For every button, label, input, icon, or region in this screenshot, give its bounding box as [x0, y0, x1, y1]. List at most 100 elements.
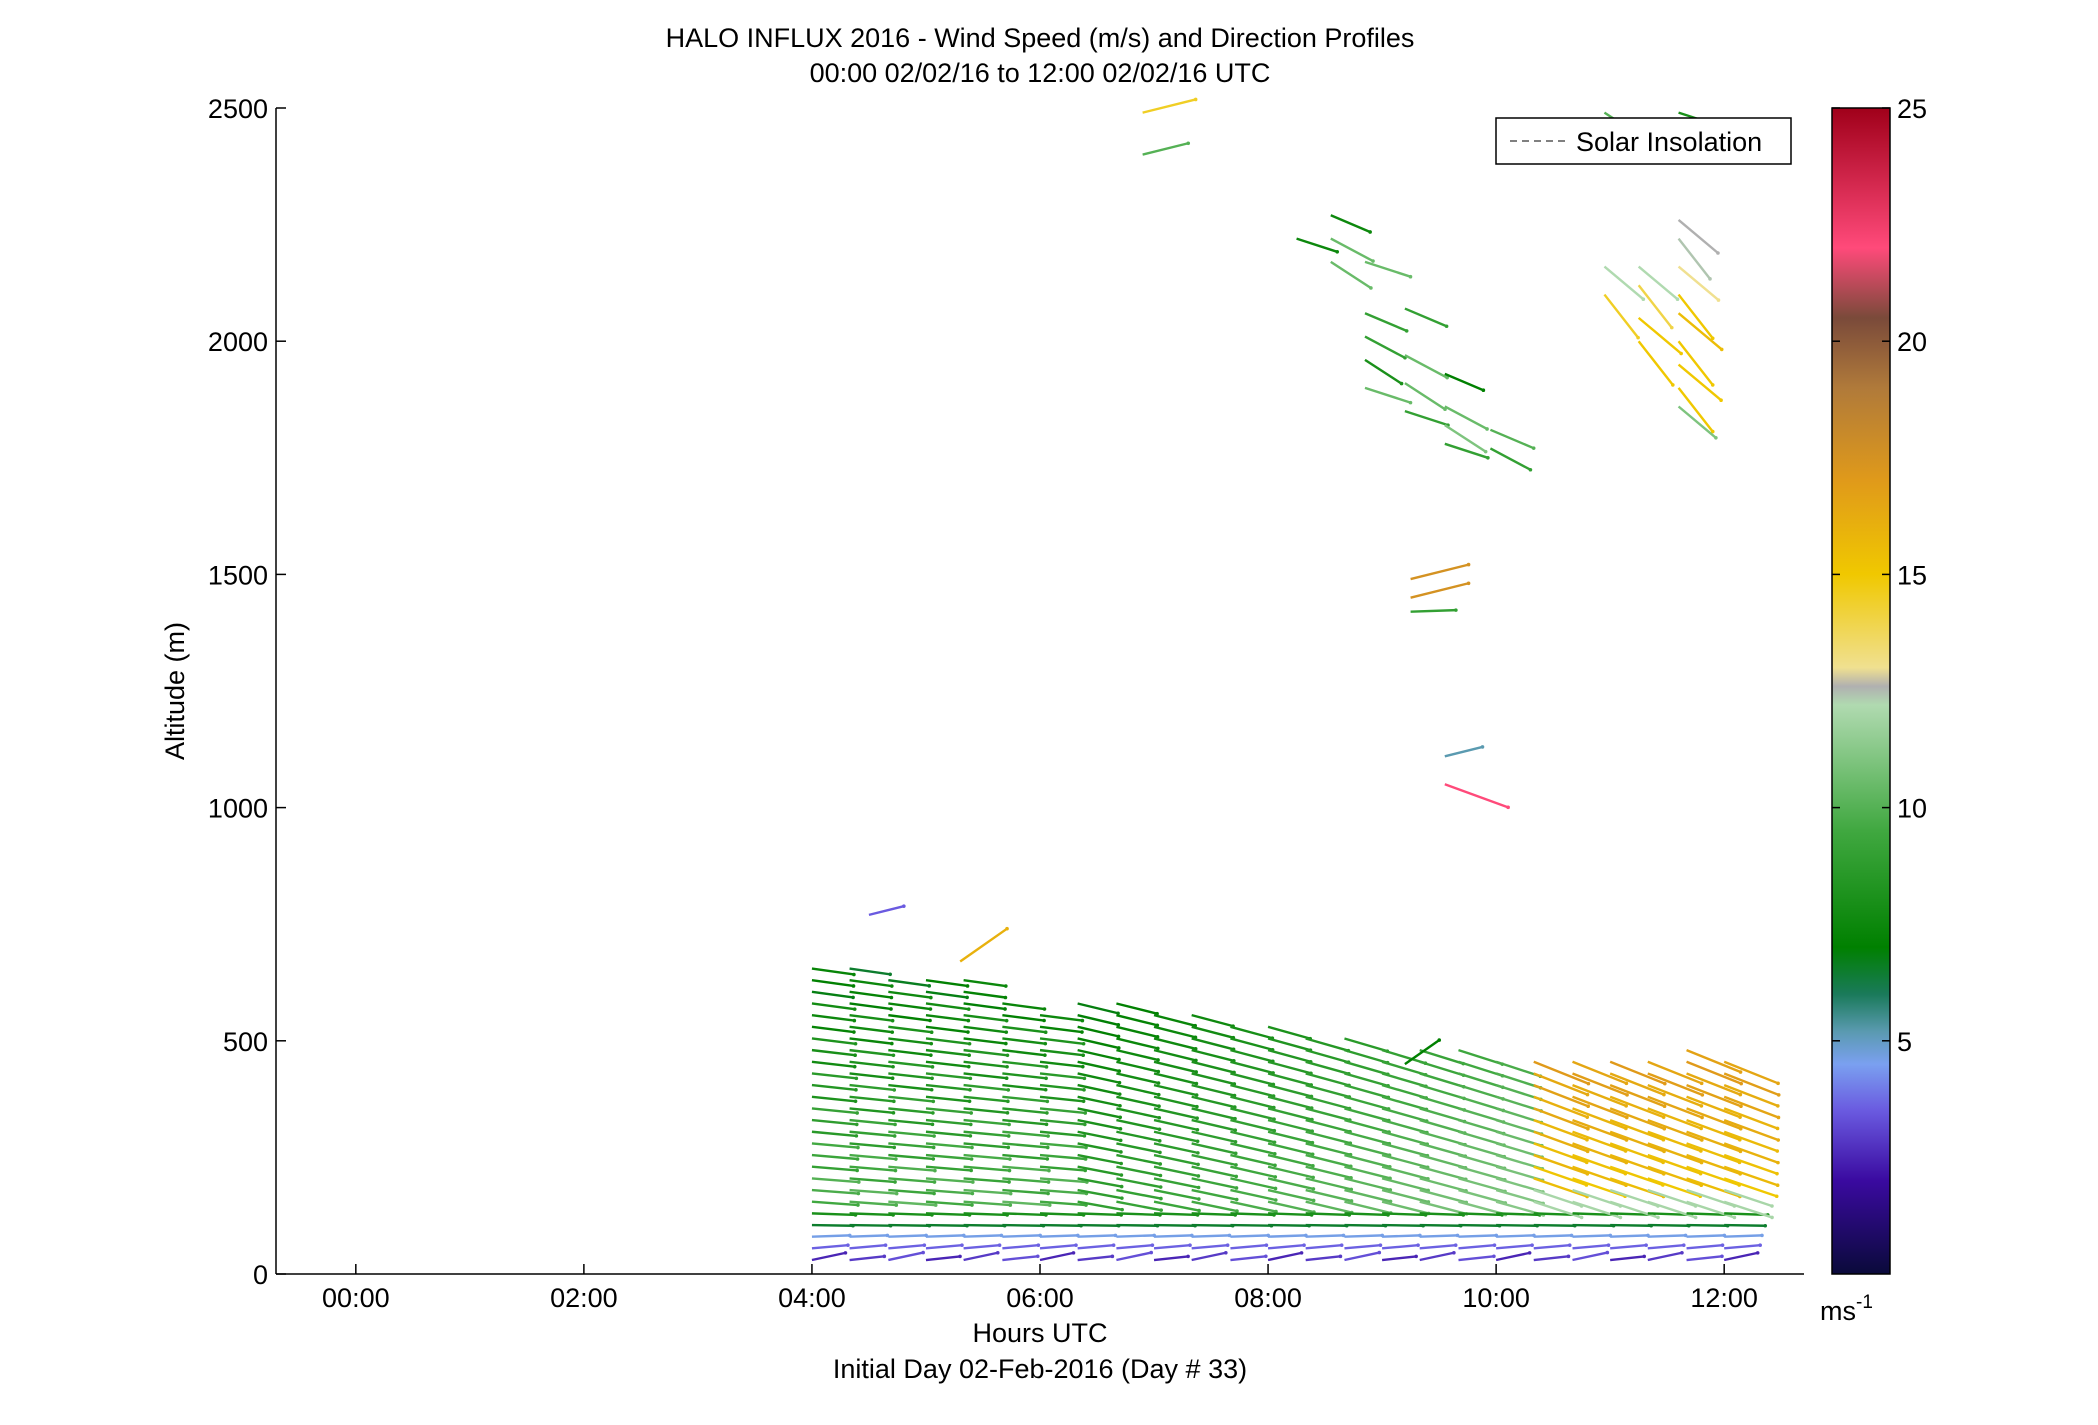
wind-vector: [811, 1212, 856, 1217]
wind-vector-head: [1710, 383, 1715, 387]
wind-vector: [1305, 1142, 1351, 1156]
wind-vector: [1267, 1072, 1312, 1087]
wind-vector: [1153, 1153, 1199, 1166]
wind-vector-head: [1453, 1243, 1458, 1247]
wind-vector: [1154, 1223, 1196, 1227]
wind-vector: [1039, 1072, 1085, 1080]
wind-vector: [1686, 1200, 1735, 1219]
wind-vector-head: [929, 1041, 934, 1046]
wind-vector: [1230, 1153, 1276, 1167]
wind-vector: [1153, 1212, 1198, 1217]
wind-vector-head: [1776, 1081, 1780, 1086]
wind-vector: [1191, 1083, 1235, 1097]
wind-vector-head: [1675, 297, 1680, 301]
wind-vector: [1572, 1083, 1627, 1108]
wind-vector-head: [1036, 1243, 1041, 1247]
wind-vector: [963, 1048, 1008, 1057]
wind-vector-head: [1234, 1163, 1238, 1167]
wind-vector: [1002, 1048, 1046, 1057]
wind-vector-head: [1775, 1171, 1779, 1176]
wind-vector-head: [890, 1030, 895, 1034]
wind-vector: [1116, 1188, 1162, 1200]
wind-vector: [1489, 428, 1535, 450]
wind-vector: [925, 1107, 972, 1115]
wind-vector: [1191, 1025, 1234, 1039]
wind-vector-head: [1006, 1088, 1011, 1092]
x-tick-label: 02:00: [550, 1283, 618, 1313]
wind-vector: [925, 1025, 969, 1034]
wind-vector: [1039, 1223, 1082, 1227]
wind-vector: [1230, 1142, 1276, 1155]
wind-vector: [1077, 1002, 1119, 1015]
wind-vector: [888, 1244, 925, 1250]
wind-vector-head: [1080, 1064, 1085, 1069]
wind-vector-head: [929, 1030, 934, 1035]
wind-vector: [888, 1130, 935, 1138]
wind-vector: [849, 1095, 894, 1103]
wind-vector: [1610, 1244, 1647, 1250]
wind-vector-head: [1338, 1254, 1343, 1259]
wind-vector: [1002, 1188, 1049, 1195]
wind-vector: [1268, 1212, 1312, 1217]
chart-title: HALO INFLUX 2016 - Wind Speed (m/s) and …: [666, 23, 1415, 53]
wind-vector: [888, 1072, 933, 1080]
wind-vector: [1647, 1251, 1683, 1262]
wind-vector: [1191, 1153, 1237, 1167]
wind-vector-head: [1738, 1070, 1743, 1074]
wind-vector: [1267, 1130, 1313, 1144]
wind-vector: [1296, 237, 1338, 253]
wind-vector-head: [1047, 1203, 1052, 1207]
wind-vector-head: [921, 1250, 925, 1255]
wind-vector: [1381, 1188, 1429, 1204]
wind-vector: [925, 1223, 968, 1227]
wind-vector-head: [1708, 277, 1712, 281]
wind-vector: [811, 1234, 850, 1238]
wind-vector: [1230, 1048, 1274, 1063]
wind-vector-head: [1046, 1134, 1050, 1138]
wind-vector: [1039, 1177, 1087, 1184]
wind-vector: [1116, 1130, 1160, 1143]
wind-vector: [963, 1177, 1010, 1184]
wind-vector-head: [1118, 1127, 1123, 1131]
wind-vector: [1077, 1118, 1121, 1131]
wind-vector: [1002, 1107, 1048, 1115]
wind-vector: [1419, 1212, 1464, 1217]
wind-vector: [1572, 1223, 1614, 1227]
wind-vector: [1381, 1130, 1428, 1146]
wind-vector: [1677, 312, 1723, 351]
wind-vector: [1344, 1130, 1390, 1145]
wind-vector-head: [1636, 335, 1640, 340]
wind-vector: [963, 1223, 1005, 1227]
wind-vector: [1305, 1060, 1350, 1075]
wind-vector: [1496, 1244, 1533, 1250]
wind-vector: [888, 1153, 934, 1161]
wind-vector: [1609, 1083, 1666, 1108]
wind-vector: [1191, 1188, 1237, 1201]
wind-vector: [811, 1083, 857, 1092]
wind-vector: [1647, 1165, 1702, 1187]
wind-vector-head: [929, 1087, 934, 1092]
wind-vector: [1305, 1048, 1349, 1064]
wind-vector: [888, 1200, 936, 1207]
wind-vector-head: [1118, 1115, 1123, 1120]
wind-vector-head: [1113, 1233, 1118, 1238]
wind-vector-head: [970, 1145, 974, 1150]
wind-vector-head: [1680, 1250, 1684, 1255]
wind-vector: [811, 1153, 858, 1161]
wind-vector: [1344, 1060, 1389, 1076]
wind-vector-head: [1156, 1046, 1160, 1051]
wind-vector: [963, 1002, 1006, 1011]
wind-vector: [1077, 1165, 1122, 1177]
wind-vector-head: [893, 1180, 897, 1184]
wind-vector: [1572, 1153, 1626, 1175]
wind-vector: [1230, 1255, 1266, 1262]
wind-vector: [1609, 1060, 1666, 1085]
wind-vector-head: [902, 904, 906, 908]
wind-vector: [888, 990, 932, 999]
wind-vector: [1723, 1165, 1779, 1187]
wind-vector-head: [1758, 1243, 1762, 1247]
wind-vector-head: [1273, 1186, 1278, 1191]
wind-vector-head: [1158, 1150, 1162, 1155]
wind-vector: [925, 990, 968, 999]
wind-vector-head: [1196, 1151, 1200, 1155]
